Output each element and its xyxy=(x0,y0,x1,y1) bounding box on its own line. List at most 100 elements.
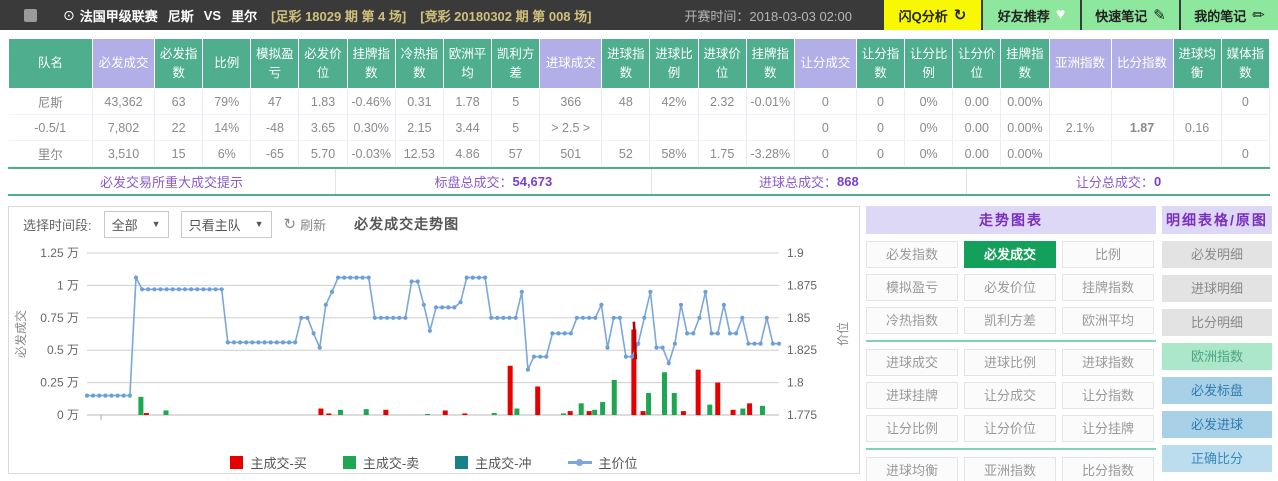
price-point xyxy=(385,315,390,320)
price-point xyxy=(146,287,151,292)
away-team: 里尔 xyxy=(231,8,258,24)
price-point xyxy=(666,361,671,366)
my-notes-button[interactable]: 我的笔记 ✏ xyxy=(1181,0,1278,30)
chart-legend: 主成交-买 主成交-卖 主成交-冲 主价位 xyxy=(9,448,859,476)
table-cell: 1.87 xyxy=(1111,114,1174,141)
trend-button-row: 模拟盈亏 必发价位 挂牌指数 xyxy=(866,274,1156,301)
legend-item: 主成交-卖 xyxy=(342,453,419,472)
volume-bar xyxy=(560,413,566,415)
detail-button-必发进球[interactable]: 必发进球 xyxy=(1162,411,1272,438)
chart-controls: 选择时间段: 全部 ▼ 只看主队 ▼ ↻ 刷新 必发成交走势图 xyxy=(9,207,859,241)
volume-bar xyxy=(143,413,149,415)
refresh-button[interactable]: ↻ 刷新 xyxy=(283,216,327,233)
trend-button-必发指数[interactable]: 必发指数 xyxy=(866,241,958,268)
detail-button-必发明细[interactable]: 必发明细 xyxy=(1162,241,1272,268)
detail-button-必发标盘[interactable]: 必发标盘 xyxy=(1162,377,1272,404)
price-point xyxy=(336,275,341,280)
volume-bar xyxy=(600,402,606,415)
trend-button-进球均衡[interactable]: 进球均衡 xyxy=(866,457,958,481)
trend-button-row: 进球挂牌 让分成交 让分指数 xyxy=(866,382,1156,409)
table-cell: -48 xyxy=(250,114,300,141)
trend-button-让分价位[interactable]: 让分价位 xyxy=(964,415,1056,442)
trend-button-欧洲平均[interactable]: 欧洲平均 xyxy=(1062,307,1154,334)
chevron-down-icon: ▼ xyxy=(151,219,161,229)
detail-button-进球明细[interactable]: 进球明细 xyxy=(1162,275,1272,302)
table-cell: 0 xyxy=(794,140,857,167)
trend-button-进球成交[interactable]: 进球成交 xyxy=(866,349,958,376)
detail-button-正确比分[interactable]: 正确比分 xyxy=(1162,445,1272,472)
trend-chart: 1.25 万 1.9 1 万 1.875 0.75 万 1.85 0.5 万 1.825 0.2… xyxy=(13,246,850,422)
volume-bar xyxy=(707,404,713,415)
price-point xyxy=(489,315,494,320)
detail-button-比分明细[interactable]: 比分明细 xyxy=(1162,309,1272,336)
table-cell: 1.78 xyxy=(443,88,493,115)
column-header-4: 模拟盈亏 xyxy=(250,38,300,89)
window-icon[interactable] xyxy=(24,8,37,22)
table-cell: 48 xyxy=(601,88,651,115)
flash-analysis-button[interactable]: 闪Q分析 ↻ xyxy=(884,0,981,30)
trend-button-进球挂牌[interactable]: 进球挂牌 xyxy=(866,382,958,409)
summary-value: 0 xyxy=(1153,174,1162,189)
time-range-label: 选择时间段: xyxy=(23,217,92,233)
price-point xyxy=(409,279,414,284)
table-cell: 0 xyxy=(1221,140,1271,167)
recommend-button[interactable]: 好友推荐 ♥ xyxy=(983,0,1080,30)
legend-item: 主成交-买 xyxy=(230,453,307,472)
right-axis-tick: 1.775 xyxy=(787,408,817,422)
price-point xyxy=(317,345,322,350)
price-point xyxy=(311,331,316,336)
price-point xyxy=(458,300,463,305)
trend-button-凯利方差[interactable]: 凯利方差 xyxy=(964,307,1056,334)
trend-button-进球比例[interactable]: 进球比例 xyxy=(964,349,1056,376)
table-cell xyxy=(1221,114,1271,141)
price-point xyxy=(495,315,500,320)
column-header-2: 必发指数 xyxy=(153,38,204,89)
button-label: 我的笔记 xyxy=(1194,8,1247,24)
detail-button-欧洲指数[interactable]: 欧洲指数 xyxy=(1162,343,1272,370)
price-point xyxy=(421,302,426,307)
table-cell: 366 xyxy=(539,88,603,115)
time-range-select[interactable]: 全部 ▼ xyxy=(103,210,169,238)
trend-button-必发价位[interactable]: 必发价位 xyxy=(964,274,1056,301)
price-point xyxy=(434,305,439,310)
trend-button-让分成交[interactable]: 让分成交 xyxy=(964,382,1056,409)
trend-button-冷热指数[interactable]: 冷热指数 xyxy=(866,307,958,334)
price-point xyxy=(629,354,635,359)
table-cell: -0.03% xyxy=(347,140,396,167)
trend-button-让分挂牌[interactable]: 让分挂牌 xyxy=(1062,415,1154,442)
column-header-19: 挂牌指数 xyxy=(1000,38,1050,89)
price-point xyxy=(329,289,335,294)
price-point xyxy=(501,315,506,320)
volume-bar xyxy=(740,408,746,415)
column-header-11: 进球指数 xyxy=(601,38,651,89)
trend-button-挂牌指数[interactable]: 挂牌指数 xyxy=(1062,274,1154,301)
price-point xyxy=(403,315,408,320)
trend-button-必发成交[interactable]: 必发成交 xyxy=(964,241,1056,268)
table-cell: -3.28% xyxy=(746,140,795,167)
trend-button-亚洲指数[interactable]: 亚洲指数 xyxy=(964,457,1056,481)
trend-button-让分比例[interactable]: 让分比例 xyxy=(866,415,958,442)
team-filter-select[interactable]: 只看主队 ▼ xyxy=(180,210,272,238)
table-cell: 63 xyxy=(154,88,204,115)
table-cell: 0.16 xyxy=(1173,114,1222,141)
summary-label: 必发交易所重大成交提示 xyxy=(100,175,244,190)
table-cell: 4.86 xyxy=(443,140,493,167)
trend-button-让分指数[interactable]: 让分指数 xyxy=(1062,382,1154,409)
cursor-annotation xyxy=(632,321,638,360)
trend-button-进球指数[interactable]: 进球指数 xyxy=(1062,349,1154,376)
trend-panel-title: 走势图表 xyxy=(866,206,1156,234)
price-point xyxy=(452,305,457,310)
trend-button-比分指数[interactable]: 比分指数 xyxy=(1062,457,1154,481)
price-point xyxy=(256,340,261,345)
price-point xyxy=(691,331,696,336)
price-point xyxy=(654,345,659,350)
table-cell: 0.30% xyxy=(347,114,396,141)
price-point xyxy=(378,315,383,320)
summary-value: 54,673 xyxy=(512,174,553,189)
trend-button-模拟盈亏[interactable]: 模拟盈亏 xyxy=(866,274,958,301)
trend-button-比例[interactable]: 比例 xyxy=(1062,241,1154,268)
price-point xyxy=(531,354,537,359)
table-cell: 0.00% xyxy=(1000,114,1050,141)
quick-note-button[interactable]: 快速笔记 ✎ xyxy=(1082,0,1179,30)
table-cell: 5.70 xyxy=(298,140,348,167)
